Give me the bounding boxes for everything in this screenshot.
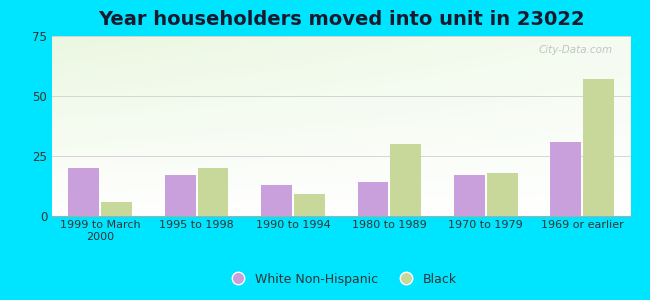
Bar xyxy=(198,168,228,216)
Text: City-Data.com: City-Data.com xyxy=(539,45,613,55)
Bar xyxy=(294,194,325,216)
Bar xyxy=(101,202,132,216)
Bar xyxy=(358,182,389,216)
Bar xyxy=(487,173,517,216)
Bar xyxy=(391,144,421,216)
Bar xyxy=(583,79,614,216)
Title: Year householders moved into unit in 23022: Year householders moved into unit in 230… xyxy=(98,10,584,29)
Bar xyxy=(551,142,581,216)
Bar xyxy=(454,175,485,216)
Bar xyxy=(165,175,196,216)
Bar xyxy=(68,168,99,216)
Bar xyxy=(261,185,292,216)
Legend: White Non-Hispanic, Black: White Non-Hispanic, Black xyxy=(220,268,462,291)
